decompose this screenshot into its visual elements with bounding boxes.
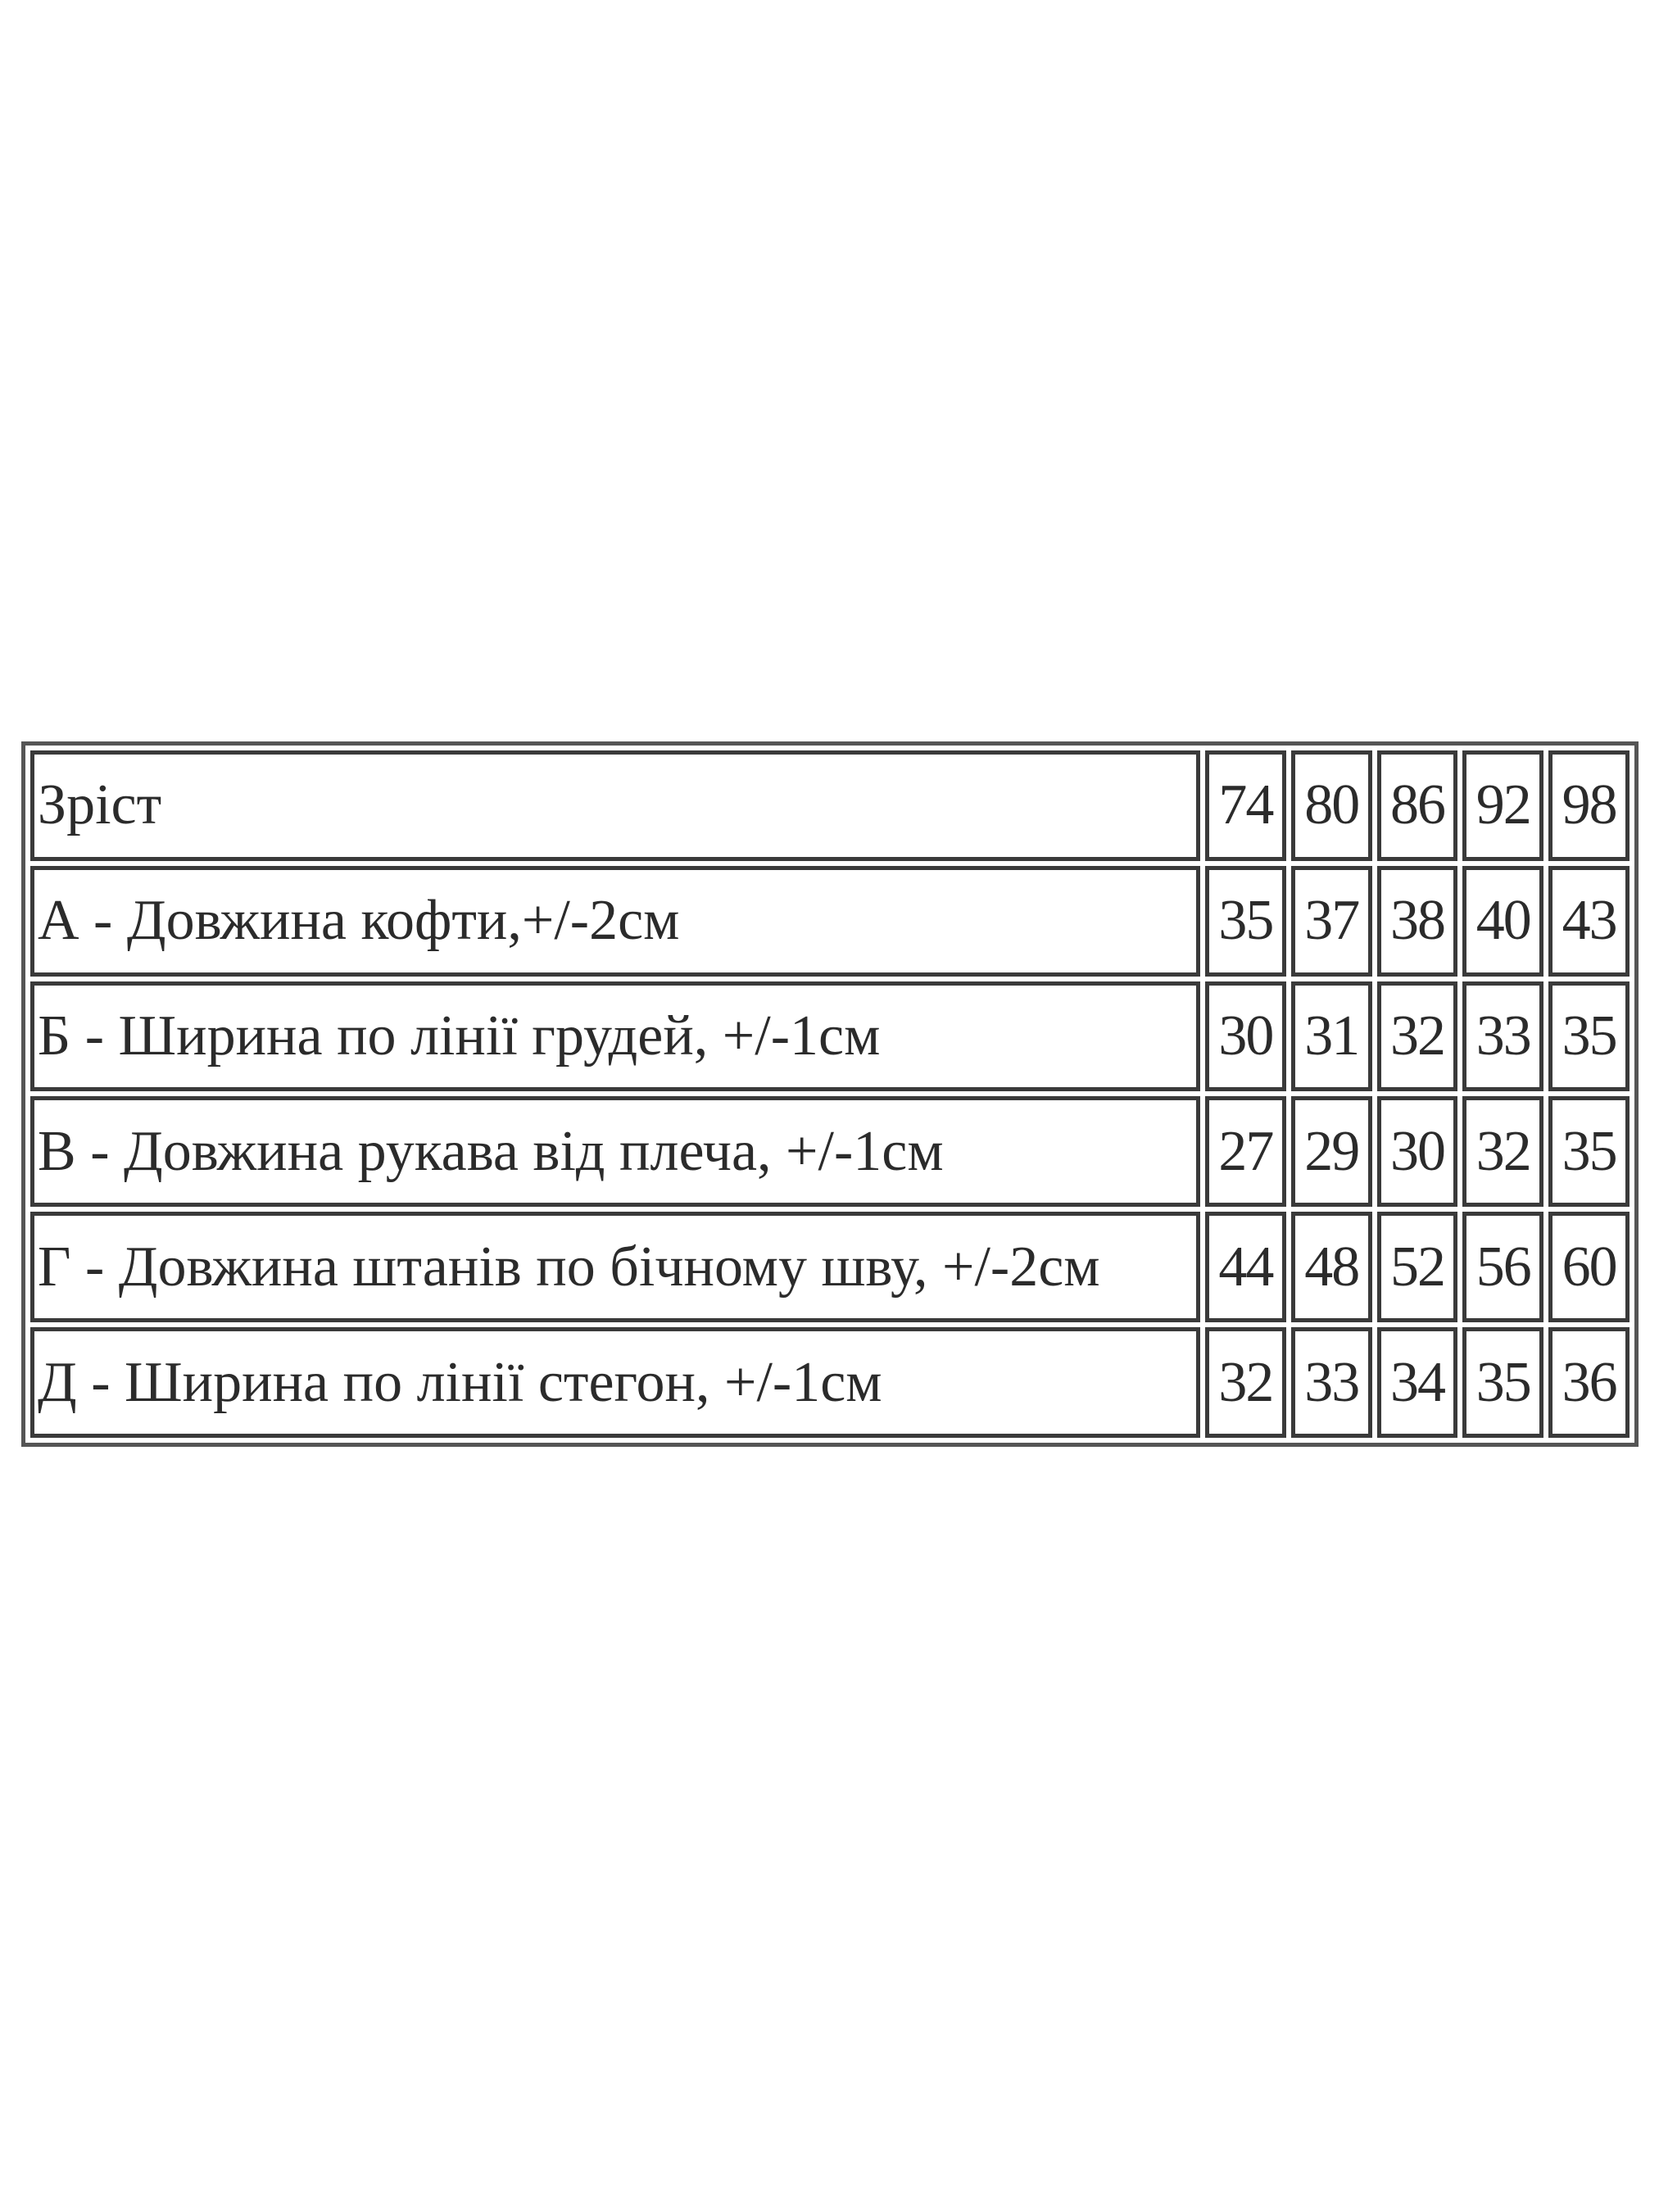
value-cell: 60 xyxy=(1548,1212,1630,1323)
table-row: Г - Довжина штанів по бічному шву, +/-2с… xyxy=(30,1212,1630,1323)
row-label: Д - Ширина по лінії стегон, +/-1см xyxy=(30,1327,1200,1438)
value-cell: 31 xyxy=(1290,981,1372,1092)
value-cell: 30 xyxy=(1205,981,1286,1092)
row-label: В - Довжина рукава від плеча, +/-1см xyxy=(30,1096,1200,1208)
value-cell: 48 xyxy=(1290,1212,1372,1323)
value-cell: 32 xyxy=(1376,981,1458,1092)
value-cell: 44 xyxy=(1205,1212,1286,1323)
table-row: Д - Ширина по лінії стегон, +/-1см 32 33… xyxy=(30,1327,1630,1438)
row-label: А - Довжина кофти,+/-2см xyxy=(30,865,1200,977)
value-cell: 38 xyxy=(1376,865,1458,977)
table-header-row: Зріст 74 80 86 92 98 xyxy=(30,750,1630,861)
row-label: Зріст xyxy=(30,750,1200,861)
value-cell: 40 xyxy=(1462,865,1544,977)
value-cell: 33 xyxy=(1290,1327,1372,1438)
table-row: В - Довжина рукава від плеча, +/-1см 27 … xyxy=(30,1096,1630,1208)
value-cell: 52 xyxy=(1376,1212,1458,1323)
size-cell: 80 xyxy=(1290,750,1372,861)
value-cell: 32 xyxy=(1205,1327,1286,1438)
value-cell: 29 xyxy=(1290,1096,1372,1208)
size-chart: Зріст 74 80 86 92 98 А - Довжина кофти,+… xyxy=(21,741,1639,1447)
value-cell: 34 xyxy=(1376,1327,1458,1438)
size-cell: 86 xyxy=(1376,750,1458,861)
value-cell: 35 xyxy=(1548,1096,1630,1208)
row-label: Б - Ширина по лінії грудей, +/-1см xyxy=(30,981,1200,1092)
value-cell: 35 xyxy=(1548,981,1630,1092)
table-row: Б - Ширина по лінії грудей, +/-1см 30 31… xyxy=(30,981,1630,1092)
value-cell: 30 xyxy=(1376,1096,1458,1208)
value-cell: 56 xyxy=(1462,1212,1544,1323)
size-cell: 98 xyxy=(1548,750,1630,861)
value-cell: 33 xyxy=(1462,981,1544,1092)
value-cell: 27 xyxy=(1205,1096,1286,1208)
value-cell: 35 xyxy=(1205,865,1286,977)
table-row: А - Довжина кофти,+/-2см 35 37 38 40 43 xyxy=(30,865,1630,977)
value-cell: 32 xyxy=(1462,1096,1544,1208)
row-label: Г - Довжина штанів по бічному шву, +/-2с… xyxy=(30,1212,1200,1323)
value-cell: 35 xyxy=(1462,1327,1544,1438)
value-cell: 37 xyxy=(1290,865,1372,977)
size-cell: 92 xyxy=(1462,750,1544,861)
size-table: Зріст 74 80 86 92 98 А - Довжина кофти,+… xyxy=(21,741,1639,1447)
value-cell: 43 xyxy=(1548,865,1630,977)
value-cell: 36 xyxy=(1548,1327,1630,1438)
size-cell: 74 xyxy=(1205,750,1286,861)
